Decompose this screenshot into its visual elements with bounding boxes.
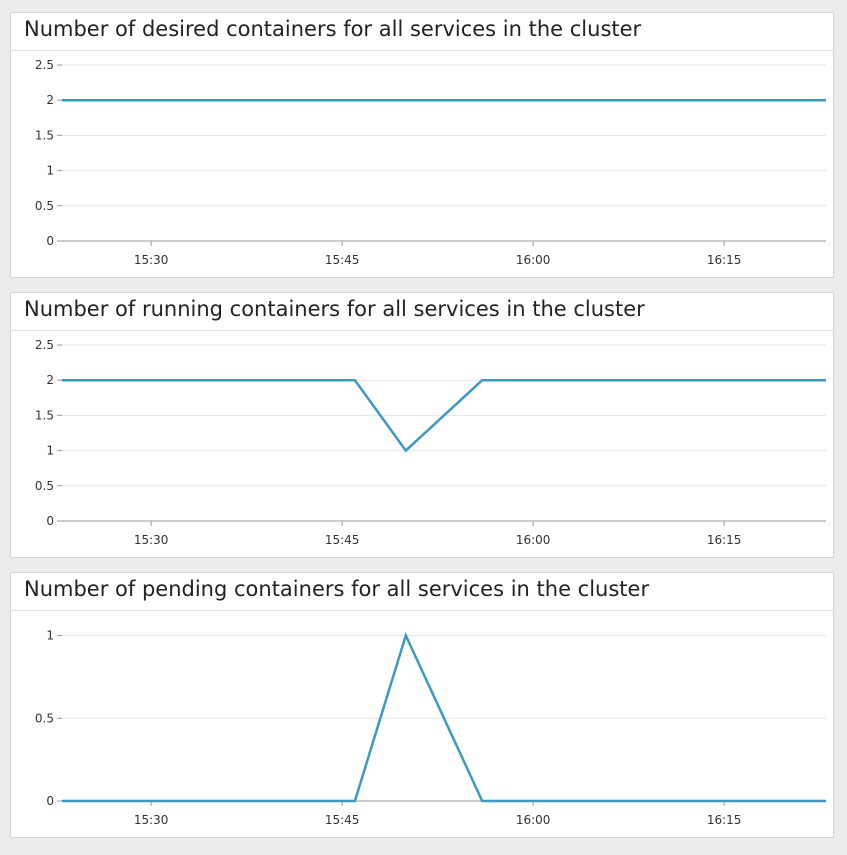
y-tick-label: 0 [46, 514, 54, 528]
y-tick-label: 0.5 [35, 479, 54, 493]
panel-header: Number of pending containers for all ser… [11, 573, 833, 611]
desired-containers-panel: Number of desired containers for all ser… [10, 12, 834, 278]
y-tick-label: 0 [46, 234, 54, 248]
desired-containers-chart: 0 0.5 1 1.5 2 2.5 15:30 15:45 16:00 16:15 [35, 58, 826, 267]
running-containers-panel: Number of running containers for all ser… [10, 292, 834, 558]
chart-title: Number of running containers for all ser… [24, 297, 645, 321]
x-tick-label: 16:00 [516, 813, 551, 827]
running-containers-chart: 0 0.5 1 1.5 2 2.5 15:30 15:45 16:00 16:15 [35, 338, 826, 547]
x-tick-label: 15:30 [134, 813, 169, 827]
y-tick-label: 0 [46, 794, 54, 808]
y-tick-label: 0.5 [35, 199, 54, 213]
y-tick-label: 1 [46, 444, 54, 458]
y-tick-label: 2.5 [35, 338, 54, 352]
series-line [62, 632, 826, 803]
y-tick-label: 1 [46, 629, 54, 643]
y-tick-label: 0.5 [35, 711, 54, 725]
pending-containers-panel: Number of pending containers for all ser… [10, 572, 834, 838]
chart-title: Number of desired containers for all ser… [24, 17, 642, 41]
x-tick-label: 16:00 [516, 533, 551, 547]
y-tick-label: 2.5 [35, 58, 54, 72]
panel-header: Number of running containers for all ser… [11, 293, 833, 331]
x-tick-label: 16:15 [707, 253, 742, 267]
x-tick-label: 15:45 [325, 813, 360, 827]
x-tick-label: 15:30 [134, 253, 169, 267]
y-tick-label: 1.5 [35, 408, 54, 422]
x-tick-label: 15:45 [325, 253, 360, 267]
x-tick-label: 16:15 [707, 533, 742, 547]
y-tick-label: 2 [46, 93, 54, 107]
x-tick-label: 15:30 [134, 533, 169, 547]
chart-title: Number of pending containers for all ser… [24, 577, 650, 601]
panel-header: Number of desired containers for all ser… [11, 13, 833, 51]
x-tick-label: 16:15 [707, 813, 742, 827]
series-line [62, 378, 826, 453]
pending-containers-chart: 0 0.5 1 15:30 15:45 16:00 16:15 [35, 629, 826, 827]
x-tick-label: 16:00 [516, 253, 551, 267]
y-tick-label: 1.5 [35, 128, 54, 142]
y-tick-label: 1 [46, 164, 54, 178]
x-tick-label: 15:45 [325, 533, 360, 547]
y-tick-label: 2 [46, 373, 54, 387]
